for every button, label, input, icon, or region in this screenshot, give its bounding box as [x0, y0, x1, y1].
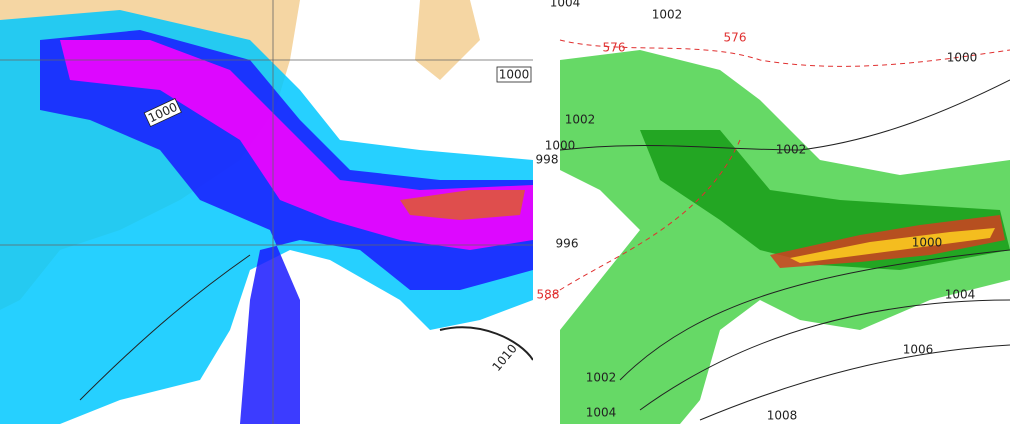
height-contour	[544, 139, 741, 301]
isobar-label: 996	[556, 237, 579, 251]
isobar-label: 1004	[945, 288, 976, 302]
isobar-label: 1000	[947, 51, 978, 65]
isobar-label: 1002	[652, 8, 683, 22]
coastline	[439, 326, 534, 361]
label-box	[143, 98, 182, 128]
isobar	[79, 254, 251, 401]
height-contour	[559, 39, 1010, 67]
isobar-label: 1002	[776, 143, 807, 157]
isobar-label: 1002	[586, 371, 617, 385]
isobar-label: 1004	[586, 406, 617, 420]
isobar-label: 1000	[912, 236, 943, 250]
rain-moderate	[40, 30, 533, 424]
rain-intense	[790, 228, 995, 263]
isobar	[559, 79, 1010, 421]
left-map: 1000 1000 1010	[0, 0, 534, 424]
isobar-label: 1006	[903, 343, 934, 357]
height-label: 588	[537, 288, 560, 302]
rain-intense	[400, 190, 525, 220]
label-box	[496, 66, 532, 83]
isobar-label: 998	[536, 153, 559, 167]
rain-heavy	[60, 40, 533, 250]
height-label: 576	[724, 31, 747, 45]
isobar-label: 1008	[767, 409, 798, 423]
height-label: 576	[603, 41, 626, 55]
divider	[533, 0, 537, 424]
isobar-label: 1000	[499, 68, 530, 82]
isobar-label: 1002	[565, 113, 596, 127]
isobar-label: 1000	[545, 139, 576, 153]
right-map: 1004 1002 576 576 1000 1002 1000 998 100…	[536, 0, 1010, 424]
isobar-label: 1004	[550, 0, 581, 10]
graticule	[0, 0, 533, 424]
